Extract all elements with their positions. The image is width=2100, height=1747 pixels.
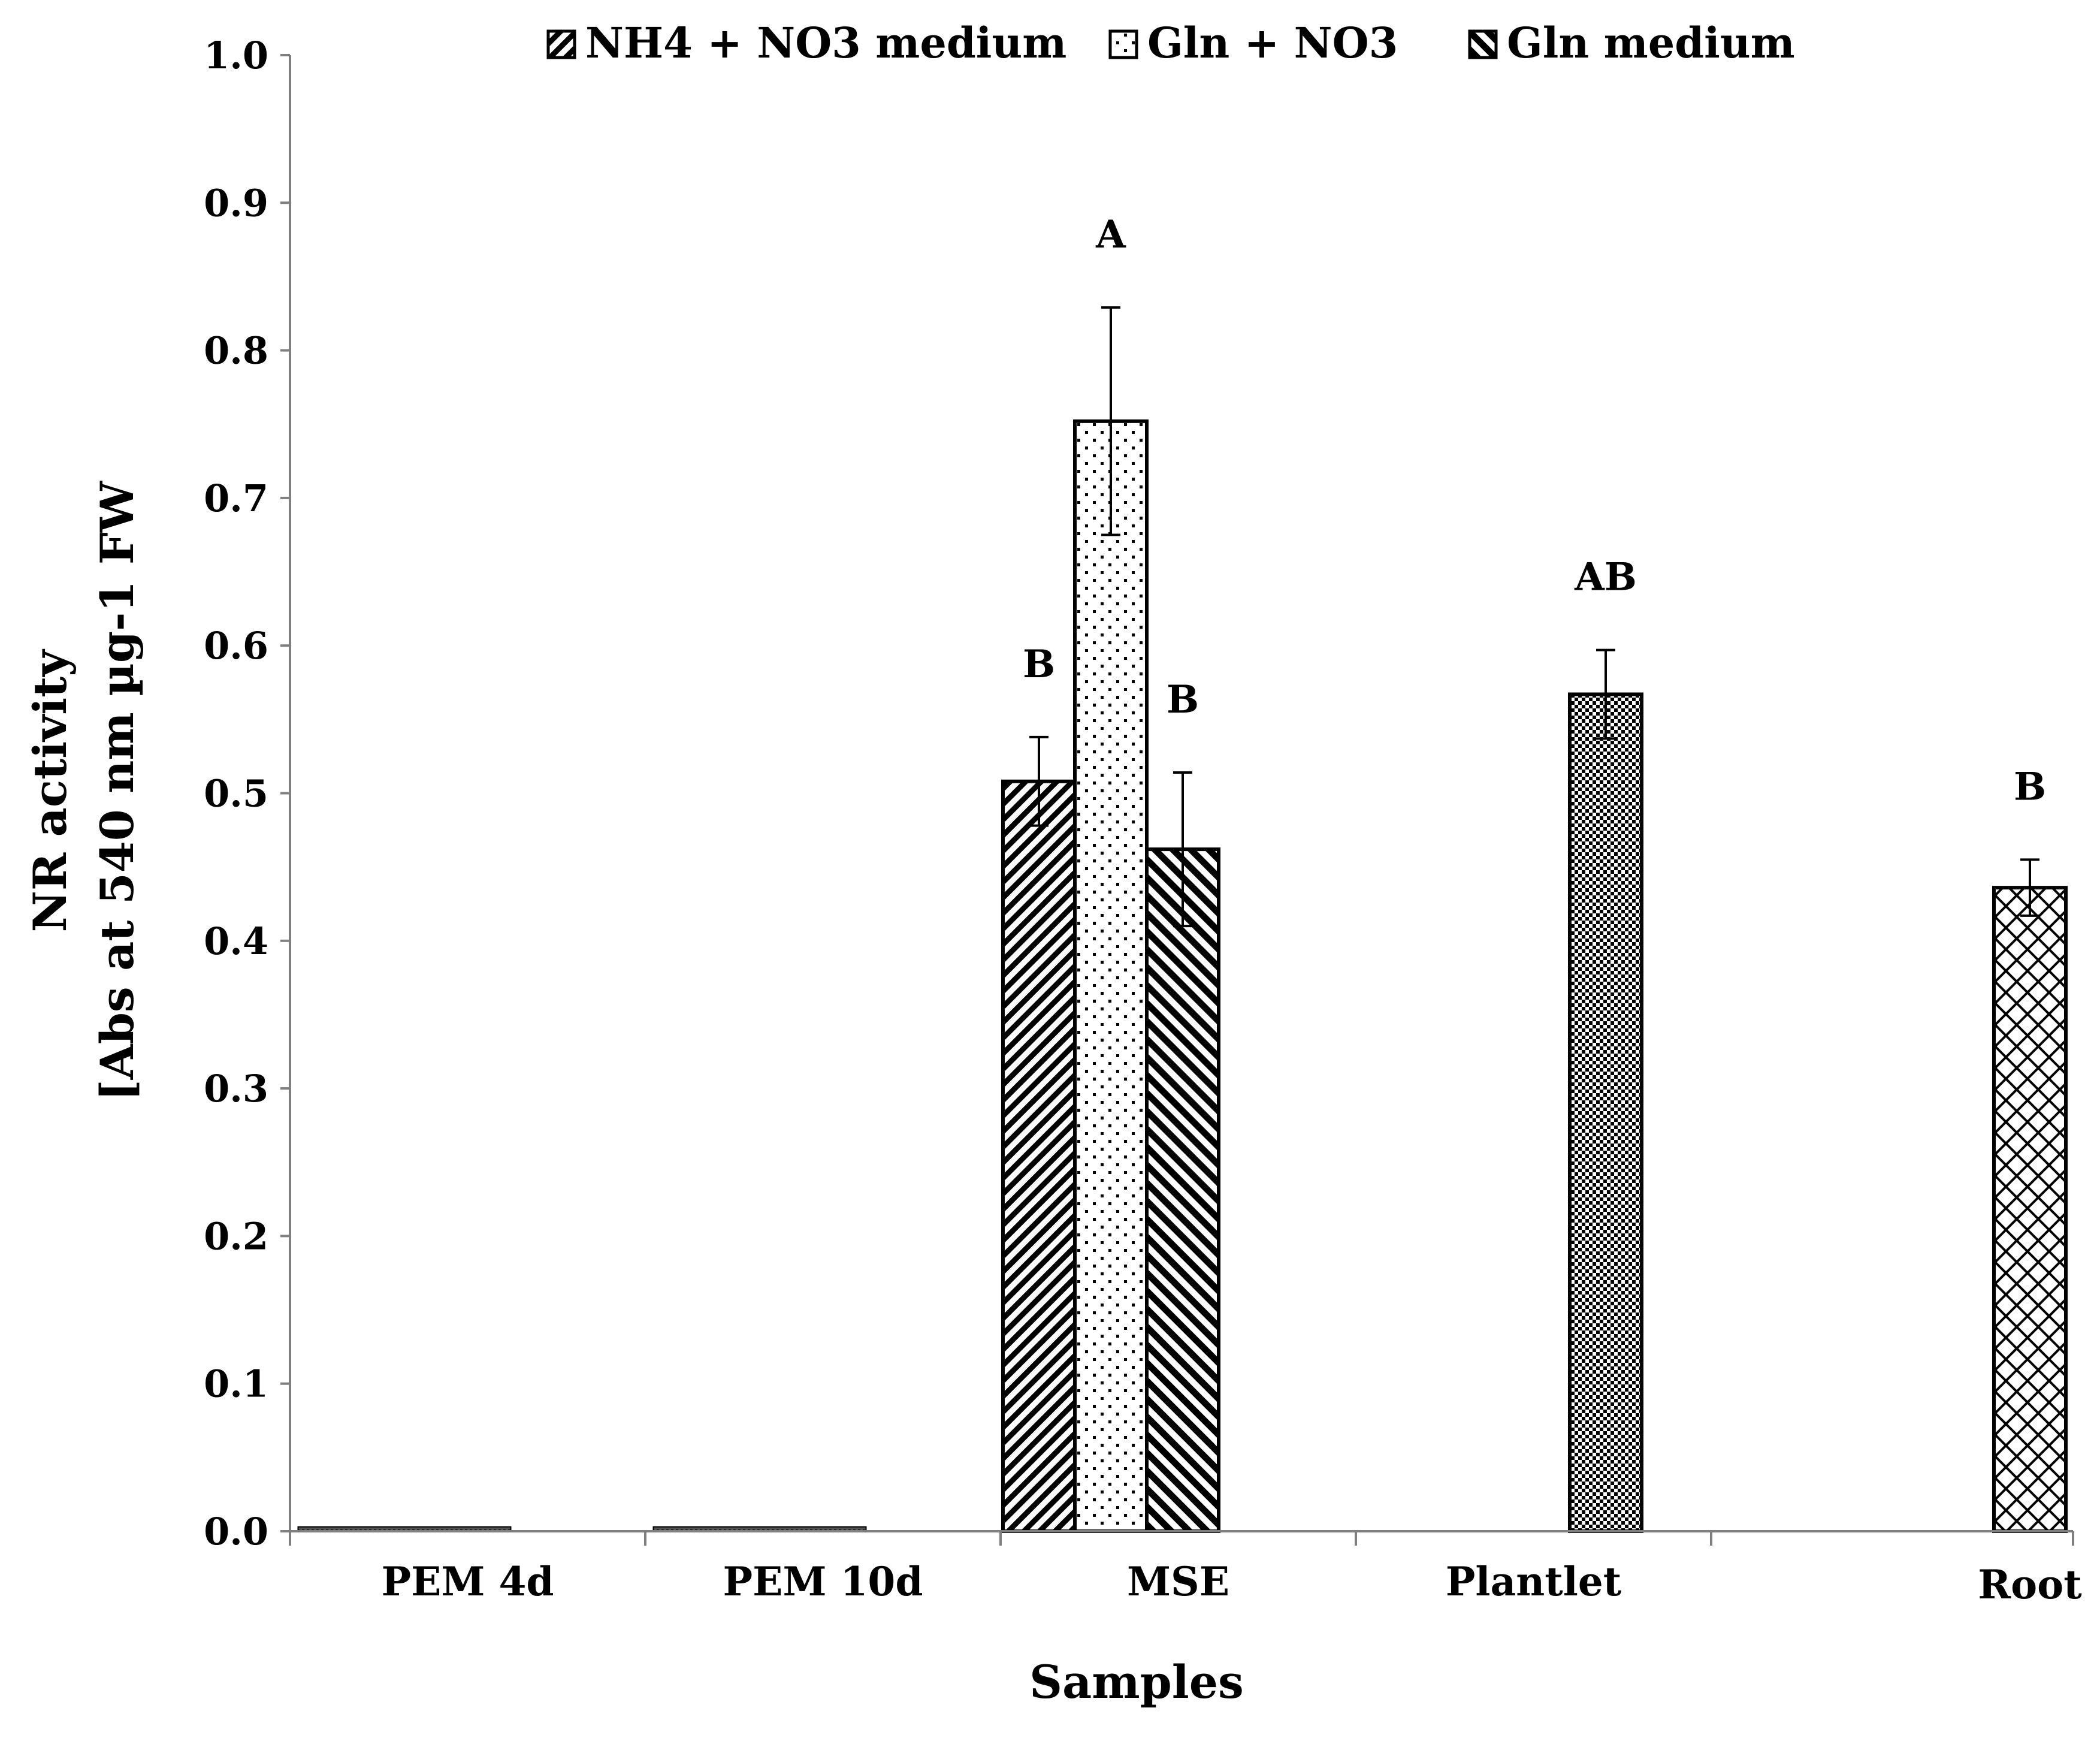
bar	[1145, 847, 1220, 1533]
y-tick-label: 0.8	[204, 329, 268, 373]
y-axis-title-line: [Abs at 540 nm µg-1 FW	[90, 480, 144, 1101]
bar	[1568, 692, 1643, 1533]
legend: NH4 + NO3 medium Gln + NO3 Gln medium	[546, 18, 1795, 68]
y-tick-label: 0.5	[204, 772, 268, 816]
y-axis-title-line: NR activity	[23, 649, 77, 933]
y-axis-title: NR activity [Abs at 540 nm µg-1 FW	[23, 480, 144, 1101]
y-tick-label: 0.4	[204, 919, 268, 963]
bar	[1073, 419, 1149, 1533]
legend-label: NH4 + NO3 medium	[585, 18, 1066, 68]
x-category-label: PEM 4d	[381, 1558, 554, 1605]
x-category-label: MSE	[1127, 1558, 1229, 1605]
legend-swatch	[1108, 29, 1138, 59]
bar	[1001, 779, 1077, 1533]
x-category-label: Plantlet	[1446, 1558, 1622, 1605]
y-tick-label: 0.7	[204, 476, 268, 520]
x-category-label: PEM 10d	[723, 1558, 923, 1605]
significance-label: B	[1167, 677, 1199, 722]
significance-label: A	[1095, 212, 1126, 257]
bar	[1992, 886, 2068, 1533]
legend-label: Gln + NO3	[1147, 18, 1398, 68]
y-tick-label: 0.1	[204, 1362, 268, 1406]
y-axis: 0.0 0.1 0.2 0.3 0.4 0.5 0.6 0.7 0.8 0.9 1.0	[204, 34, 291, 1553]
y-tick-label: 0.2	[204, 1214, 268, 1258]
significance-label: B	[1023, 642, 1055, 687]
y-tick-label: 0.3	[204, 1067, 268, 1111]
x-axis-title: Samples	[1029, 1655, 1244, 1709]
legend-swatch	[546, 29, 576, 59]
y-tick-label: 0.9	[204, 181, 268, 225]
x-category-label: Root	[1978, 1561, 2082, 1608]
significance-label: B	[2014, 764, 2046, 809]
y-tick-label: 1.0	[204, 34, 268, 77]
legend-label: Gln medium	[1507, 18, 1795, 68]
y-tick-label: 0.0	[204, 1510, 268, 1553]
y-tick-label: 0.6	[204, 624, 268, 668]
x-axis: PEM 4d PEM 10d MSE Plantlet Root	[289, 1530, 2082, 1608]
significance-label: AB	[1574, 555, 1637, 600]
legend-swatch	[1468, 29, 1498, 59]
